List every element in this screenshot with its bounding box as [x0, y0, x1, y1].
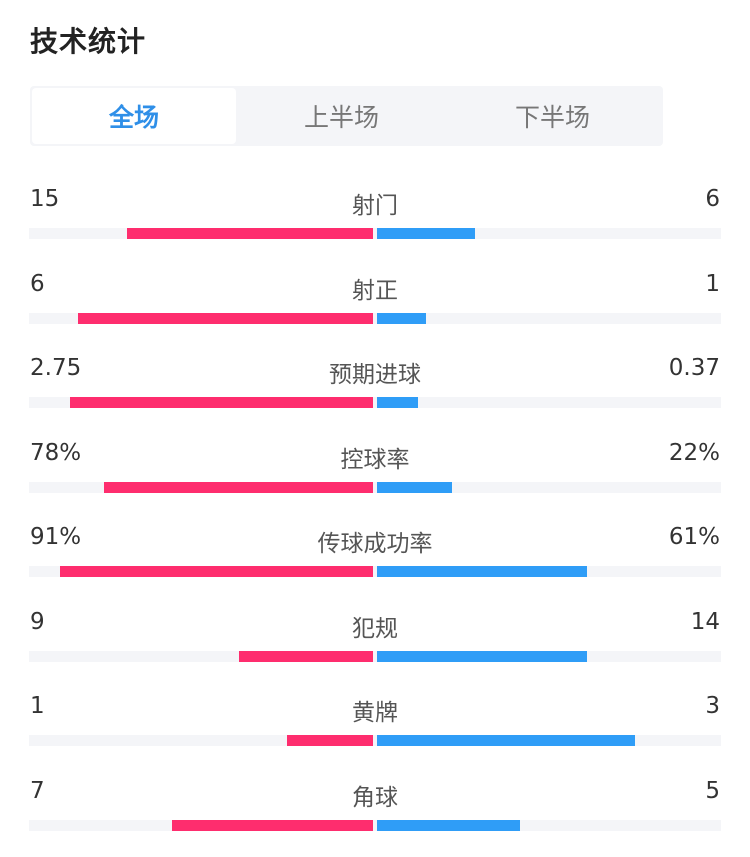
- bar-track: [29, 566, 721, 577]
- bar-track: [29, 312, 721, 324]
- away-value: 22%: [668, 439, 720, 466]
- home-bar: [70, 397, 373, 408]
- tab-second-half[interactable]: 下半场: [514, 103, 590, 132]
- away-value: 14: [690, 608, 720, 635]
- stat-name: 黄牌: [352, 700, 398, 726]
- home-value: 91%: [30, 524, 82, 550]
- bar-track: [29, 228, 721, 239]
- away-bar: [377, 819, 520, 831]
- away-bar: [377, 228, 475, 239]
- away-bar: [377, 566, 587, 577]
- stat-row: 2.75 预期进球 0.37: [0, 355, 750, 425]
- home-bar: [172, 819, 373, 831]
- stat-name: 传球成功率: [317, 531, 433, 557]
- stat-name: 射正: [352, 277, 398, 304]
- tab-first-half[interactable]: 上半场: [303, 103, 379, 132]
- home-value: 9: [30, 608, 45, 635]
- stat-name: 预期进球: [329, 362, 421, 388]
- home-bar: [287, 735, 373, 746]
- page-title: 技术统计: [30, 25, 147, 58]
- stat-row: 9 犯规 14: [0, 609, 750, 679]
- home-value: 78%: [30, 439, 82, 466]
- away-value: 3: [705, 693, 720, 719]
- away-bar: [377, 397, 418, 408]
- bar-track: [29, 397, 721, 408]
- stat-name: 控球率: [340, 446, 410, 473]
- away-bar: [377, 650, 587, 662]
- away-value: 0.37: [668, 355, 720, 381]
- stat-row: 6 射正 1: [0, 271, 750, 341]
- away-value: 61%: [668, 524, 720, 550]
- home-bar: [239, 650, 373, 662]
- stat-row: 1 黄牌 3: [0, 693, 750, 763]
- stat-row: 91% 传球成功率 61%: [0, 524, 750, 594]
- stat-name: 角球: [352, 784, 398, 811]
- home-value: 15: [30, 186, 60, 212]
- bar-track: [29, 735, 721, 746]
- home-bar: [60, 566, 373, 577]
- home-bar: [78, 312, 373, 324]
- stat-name: 射门: [352, 193, 398, 219]
- bar-track: [29, 481, 721, 493]
- stat-row: 7 角球 5: [0, 778, 750, 848]
- bar-track: [29, 819, 721, 831]
- away-bar: [377, 312, 426, 324]
- bar-track: [29, 650, 721, 662]
- period-tabs: 全场 上半场 下半场: [30, 86, 663, 146]
- home-value: 7: [30, 777, 45, 804]
- stat-name: 犯规: [352, 615, 398, 642]
- stat-row: 15 射门 6: [0, 186, 750, 256]
- away-bar: [377, 481, 452, 493]
- away-value: 5: [705, 777, 720, 804]
- home-value: 1: [30, 693, 45, 719]
- home-bar: [104, 481, 373, 493]
- away-bar: [377, 735, 635, 746]
- home-bar: [127, 228, 373, 239]
- tab-full-match[interactable]: 全场: [32, 88, 236, 144]
- home-value: 2.75: [30, 355, 82, 381]
- away-value: 1: [705, 270, 720, 297]
- away-value: 6: [705, 186, 720, 212]
- stat-row: 78% 控球率 22%: [0, 440, 750, 510]
- home-value: 6: [30, 270, 45, 297]
